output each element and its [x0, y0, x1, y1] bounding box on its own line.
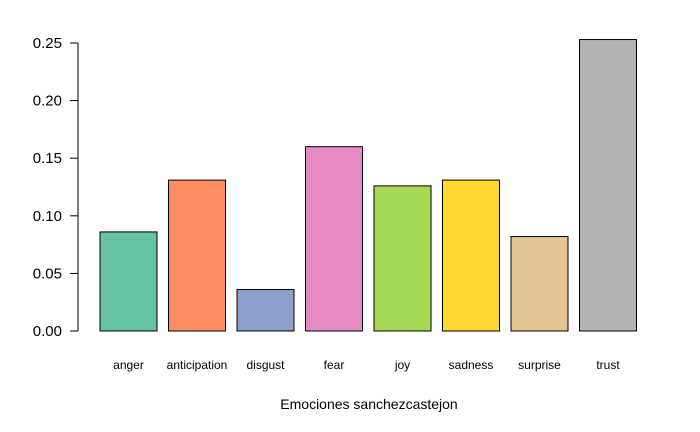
bar-disgust [236, 289, 295, 332]
bar-trust [579, 39, 637, 332]
x-axis-labels: anger anticipation disgust fear joy sadness su… [113, 358, 620, 372]
y-tick-label: 0.10 [33, 208, 62, 225]
bar-fear [305, 146, 363, 332]
x-tick-label-surprise: surprise [518, 358, 561, 372]
x-tick-label-anticipation: anticipation [167, 358, 228, 372]
y-tick-label: 0.20 [33, 93, 62, 110]
x-tick-label-joy: joy [394, 358, 410, 372]
bar-joy [373, 185, 432, 332]
bars [99, 39, 637, 332]
y-tick-label: 0.00 [33, 323, 62, 340]
bar-sadness [442, 179, 500, 332]
y-tick-label: 0.15 [33, 150, 62, 167]
x-tick-label-sadness: sadness [449, 358, 494, 372]
bar-anger [99, 231, 158, 332]
y-tick-label: 0.05 [33, 265, 62, 282]
bar-surprise [510, 236, 569, 332]
x-tick-label-anger: anger [113, 358, 144, 372]
x-tick-label-disgust: disgust [246, 358, 285, 372]
x-tick-label-fear: fear [324, 358, 345, 372]
bar-anticipation [168, 179, 226, 332]
y-axis: 0.00 0.05 0.10 0.15 0.20 0.25 [33, 35, 79, 340]
x-tick-label-trust: trust [596, 358, 620, 372]
x-axis-title: Emociones sanchezcastejon [280, 396, 457, 412]
y-tick-label: 0.25 [33, 35, 62, 52]
